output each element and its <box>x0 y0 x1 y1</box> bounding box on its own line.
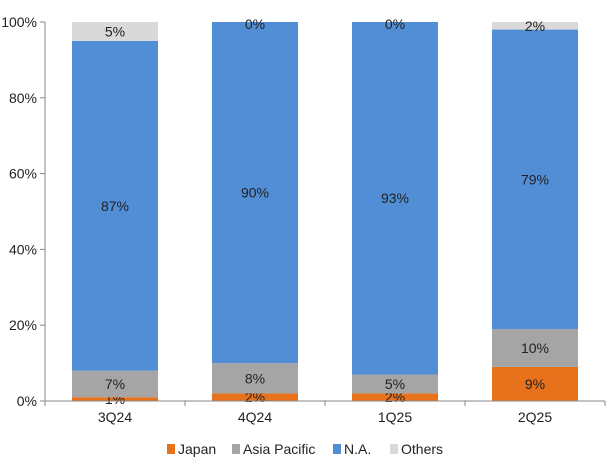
data-label: 8% <box>245 370 265 386</box>
bar-segment-asia-pacific <box>352 374 438 394</box>
bar-segment-others <box>72 22 158 41</box>
legend-swatch <box>390 444 398 454</box>
legend: Japan Asia Pacific N.A. Others <box>167 441 443 457</box>
legend-label: Japan <box>178 441 216 457</box>
data-label: 0% <box>385 16 405 32</box>
data-label: 7% <box>105 376 125 392</box>
bar-segment-asia-pacific <box>212 363 298 394</box>
bar-segment-japan <box>352 393 438 401</box>
bar-segment-n-a- <box>72 40 158 371</box>
y-tick-label: 60% <box>9 166 37 182</box>
data-label: 87% <box>101 198 129 214</box>
data-label: 79% <box>521 171 549 187</box>
data-label: 9% <box>525 376 545 392</box>
bar-segment-n-a- <box>492 29 578 329</box>
y-axis: 0% 20% 40% 60% 80% 100% <box>1 14 46 409</box>
data-label: 5% <box>385 376 405 392</box>
data-label: 10% <box>521 340 549 356</box>
legend-swatch <box>232 444 240 454</box>
data-label: 2% <box>525 18 545 34</box>
bar-segment-others <box>492 22 578 30</box>
bar-segment-n-a- <box>352 22 438 375</box>
x-tick-label: 4Q24 <box>238 409 272 425</box>
bar-segment-japan <box>72 397 158 401</box>
x-tick-label: 1Q25 <box>378 409 412 425</box>
bar-segment-japan <box>492 366 578 401</box>
y-tick-label: 0% <box>17 393 37 409</box>
x-tick-label: 3Q24 <box>98 409 132 425</box>
y-tick-label: 20% <box>9 317 37 333</box>
y-tick-label: 100% <box>1 14 37 30</box>
legend-swatch <box>167 444 175 454</box>
bar-segment-asia-pacific <box>492 328 578 367</box>
bar-segment-japan <box>212 393 298 401</box>
x-tick-label: 2Q25 <box>518 409 552 425</box>
y-tick-label: 80% <box>9 90 37 106</box>
bar-segment-n-a- <box>212 22 298 364</box>
x-axis: 3Q24 4Q24 1Q25 2Q25 <box>44 400 606 425</box>
bars: 1%7%87%5%2%8%90%0%2%5%93%0%9%10%79%2% <box>72 16 578 407</box>
legend-label: N.A. <box>344 441 371 457</box>
data-label: 90% <box>241 185 269 201</box>
legend-swatch <box>333 444 341 454</box>
legend-label: Asia Pacific <box>243 441 315 457</box>
bar-segment-asia-pacific <box>72 370 158 398</box>
data-label: 93% <box>381 190 409 206</box>
legend-label: Others <box>401 441 443 457</box>
data-label: 0% <box>245 16 265 32</box>
y-tick-label: 40% <box>9 241 37 257</box>
data-label: 5% <box>105 23 125 39</box>
